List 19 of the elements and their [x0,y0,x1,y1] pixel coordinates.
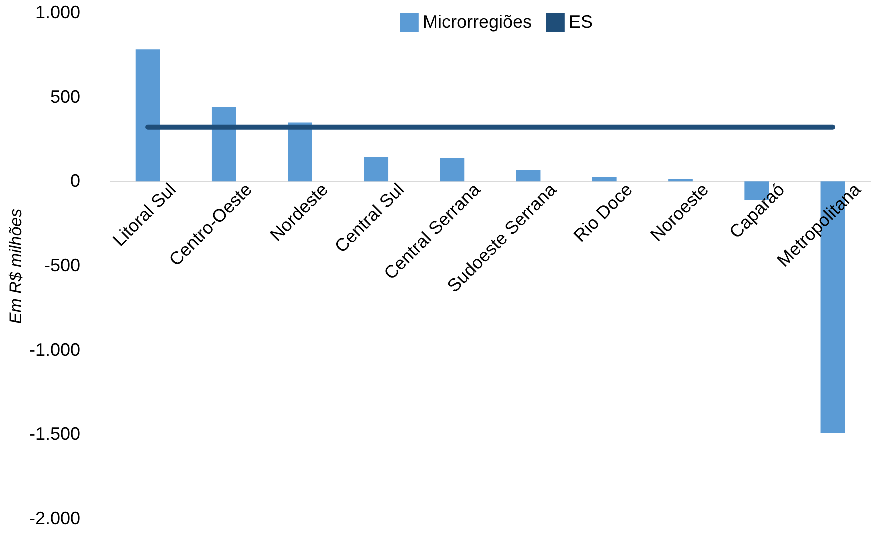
y-tick-label: -1.000 [29,340,80,360]
y-tick-label: -2.000 [29,508,80,528]
bar [288,122,312,182]
bar [744,182,770,201]
y-tick-label: -500 [44,256,80,276]
bar [668,179,693,182]
y-axis-title: Em R$ milhões [6,208,26,324]
bar [212,107,236,182]
bar [364,157,389,182]
y-tick-label: 1.000 [35,2,80,22]
y-tick-label: 0 [70,171,80,192]
bar [516,170,541,182]
legend-label: ES [569,12,594,32]
legend-label: Microrregiões [423,12,532,32]
bar [592,177,617,182]
y-tick-label: -1.500 [29,424,80,444]
bar [440,158,465,182]
bar [136,50,160,182]
y-tick-label: 500 [50,86,80,107]
